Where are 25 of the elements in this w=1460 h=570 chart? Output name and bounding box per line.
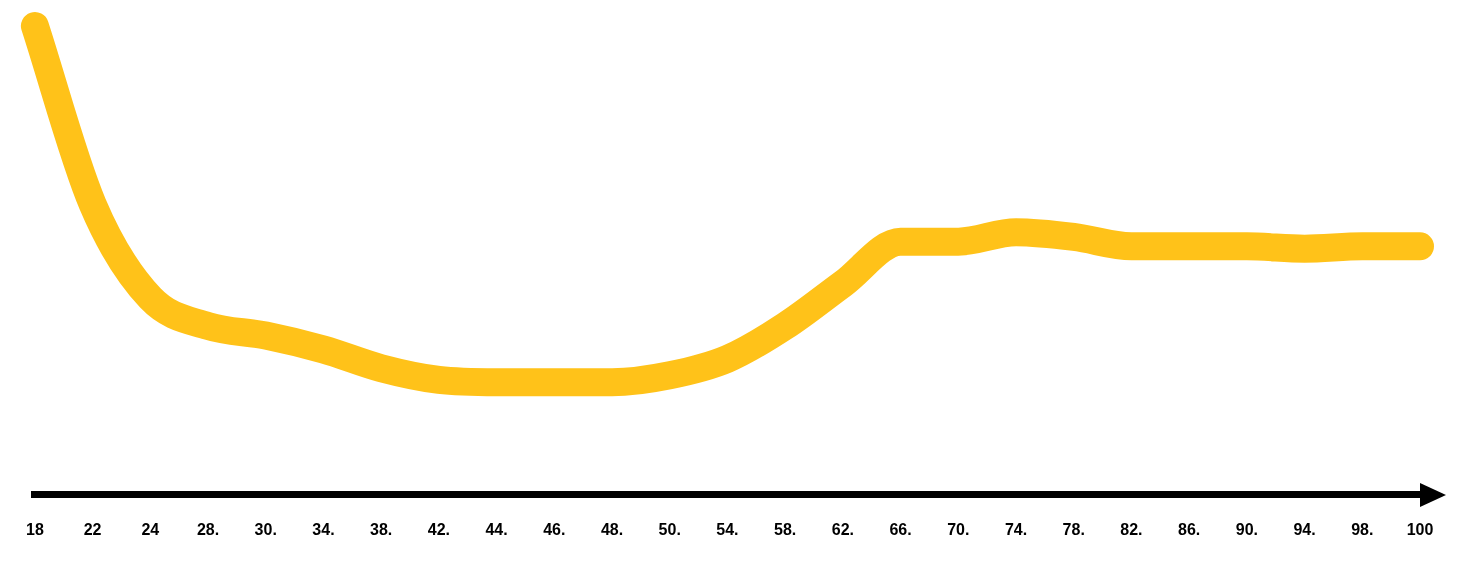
x-tick-label: 100 bbox=[1406, 520, 1434, 538]
x-tick-label: 74. bbox=[1004, 520, 1028, 538]
x-tick-label: 58. bbox=[774, 520, 797, 538]
x-tick-label: 82. bbox=[1120, 520, 1143, 538]
x-tick-label: 18 bbox=[26, 520, 44, 538]
x-tick-label: 66. bbox=[889, 520, 912, 538]
x-tick-label: 30. bbox=[254, 520, 277, 538]
x-tick-label: 48. bbox=[600, 520, 624, 538]
x-tick-label: 94. bbox=[1293, 520, 1316, 538]
x-tick-label: 78. bbox=[1062, 520, 1085, 538]
x-tick-label: 62. bbox=[831, 520, 854, 538]
x-tick-label: 46. bbox=[543, 520, 566, 538]
x-tick-label: 54. bbox=[716, 520, 739, 538]
x-tick-label: 28. bbox=[196, 520, 220, 538]
x-tick-label: 50. bbox=[658, 520, 681, 538]
x-tick-label: 44. bbox=[485, 520, 508, 538]
x-tick-label: 34. bbox=[312, 520, 335, 538]
x-tick-label: 90. bbox=[1235, 520, 1258, 538]
x-tick-label: 70. bbox=[947, 520, 970, 538]
x-tick-label: 38. bbox=[370, 520, 393, 538]
x-tick-label: 22 bbox=[83, 520, 102, 538]
x-tick-label: 86. bbox=[1178, 520, 1201, 538]
x-tick-label: 24 bbox=[141, 520, 160, 538]
x-tick-label: 42. bbox=[427, 520, 451, 538]
x-tick-label: 98. bbox=[1351, 520, 1374, 538]
